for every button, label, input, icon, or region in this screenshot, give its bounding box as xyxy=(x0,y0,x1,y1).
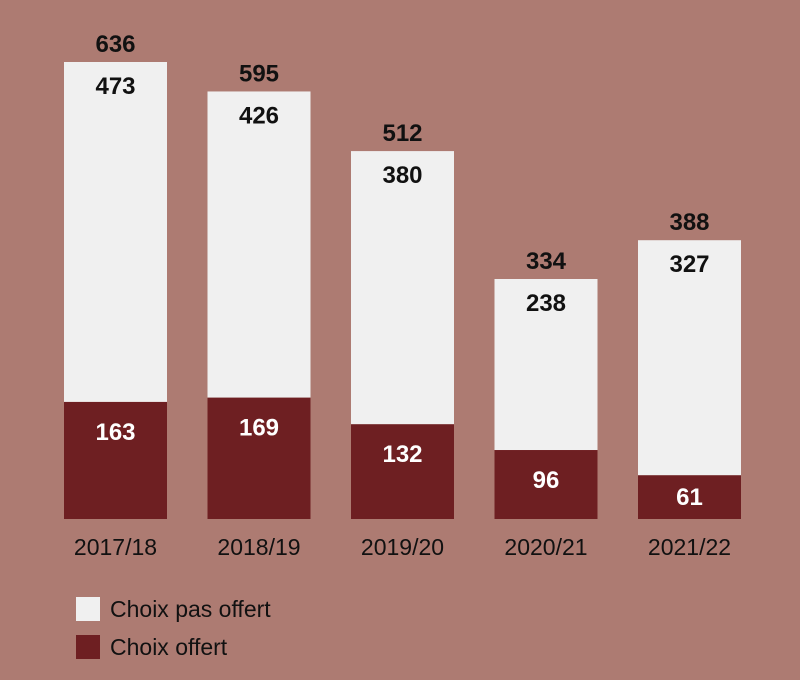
legend-swatch-choix-pas-offert xyxy=(76,597,100,621)
x-tick-label-2019/20: 2019/20 xyxy=(361,534,444,560)
bar-choix-pas-offert-2019/20 xyxy=(351,151,454,425)
legend-item-choix-pas-offert: Choix pas offert xyxy=(76,590,271,628)
bar-choix-offert-2021/22 xyxy=(638,475,741,519)
data-label-choix-offert-2020/21: 96 xyxy=(533,467,560,494)
data-label-choix-offert-2019/20: 132 xyxy=(382,441,422,468)
bar-choix-pas-offert-2017/18 xyxy=(64,62,167,402)
bar-choix-pas-offert-2020/21 xyxy=(494,279,598,451)
x-tick-label-2018/19: 2018/19 xyxy=(217,534,300,560)
data-label-total-2019/20: 512 xyxy=(382,120,422,147)
data-label-total-2021/22: 388 xyxy=(669,209,709,236)
data-label-choix-pas-offert-2021/22: 327 xyxy=(669,251,709,278)
data-label-choix-offert-2021/22: 61 xyxy=(676,484,703,511)
x-tick-label-2021/22: 2021/22 xyxy=(648,534,731,560)
bar-choix-pas-offert-2021/22 xyxy=(638,240,741,476)
data-label-total-2017/18: 636 xyxy=(95,31,135,58)
legend-label-choix-pas-offert: Choix pas offert xyxy=(110,595,271,622)
bar-choix-offert-2018/19 xyxy=(207,397,311,519)
x-tick-label-2017/18: 2017/18 xyxy=(74,534,157,560)
data-label-choix-offert-2018/19: 169 xyxy=(239,415,279,442)
data-label-choix-pas-offert-2018/19: 426 xyxy=(239,102,279,129)
bar-choix-offert-2019/20 xyxy=(351,424,454,519)
legend-label-choix-offert: Choix offert xyxy=(110,633,228,660)
bar-choix-pas-offert-2018/19 xyxy=(207,91,311,398)
data-label-choix-pas-offert-2019/20: 380 xyxy=(382,162,422,189)
data-label-total-2018/19: 595 xyxy=(239,60,279,87)
legend-swatch-choix-offert xyxy=(76,635,100,659)
data-label-choix-pas-offert-2017/18: 473 xyxy=(95,73,135,100)
data-label-choix-offert-2017/18: 163 xyxy=(95,419,135,446)
bar-choix-offert-2020/21 xyxy=(494,450,598,519)
bar-choix-offert-2017/18 xyxy=(64,401,167,519)
legend-item-choix-offert: Choix offert xyxy=(76,628,271,666)
x-tick-label-2020/21: 2020/21 xyxy=(504,534,587,560)
legend: Choix pas offert Choix offert xyxy=(76,590,271,666)
data-label-choix-pas-offert-2020/21: 238 xyxy=(526,290,566,317)
data-label-total-2020/21: 334 xyxy=(526,248,567,275)
